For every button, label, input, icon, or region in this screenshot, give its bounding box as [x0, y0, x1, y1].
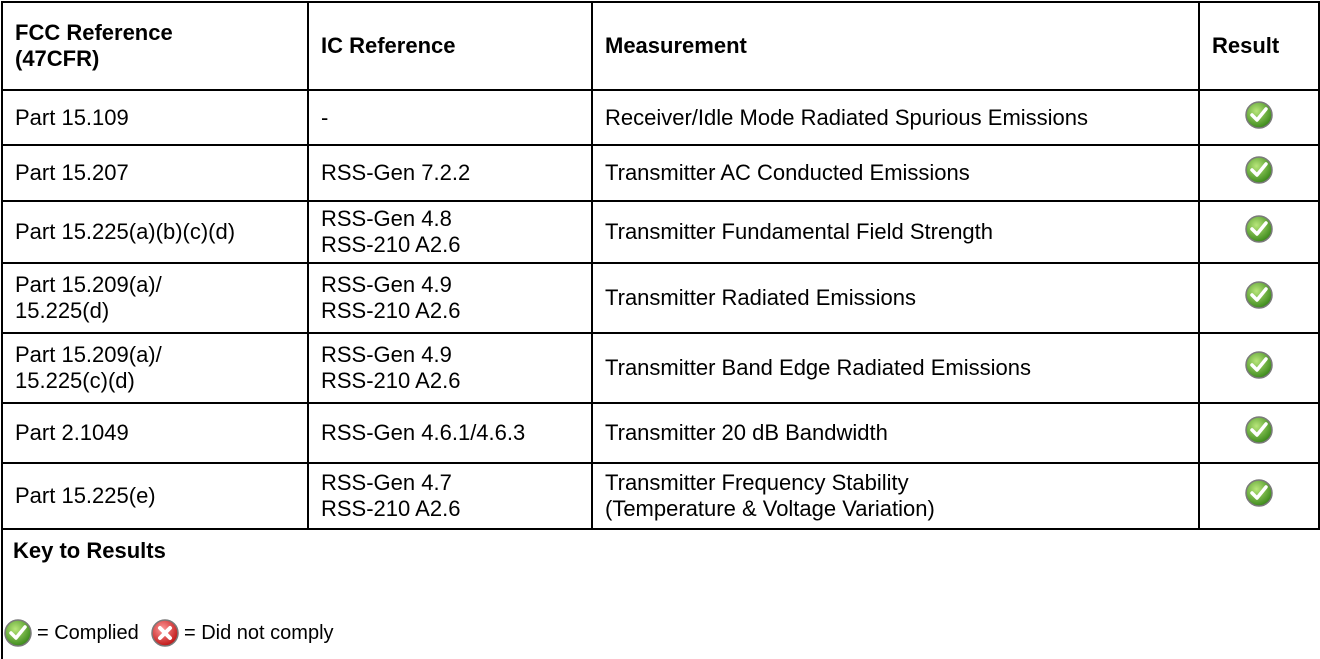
cell-line: Transmitter Radiated Emissions	[605, 285, 916, 310]
icon-complied	[1245, 100, 1273, 129]
table-cell: Part 15.209(a)/15.225(d)	[1, 262, 309, 334]
cell-line: 15.225(d)	[15, 298, 110, 323]
cell-line: RSS-210 A2.6	[321, 496, 461, 521]
cell-line: RSS-Gen 7.2.2	[321, 160, 471, 185]
cell-line: Part 15.207	[15, 160, 129, 185]
cell-line: RSS-Gen 4.9	[321, 272, 452, 297]
cell-line: IC Reference	[321, 33, 456, 58]
results-table: FCC Reference (47CFR) IC Reference Measurem…	[1, 1, 1320, 530]
result-cell	[1198, 144, 1320, 202]
cell-line: Part 15.225(e)	[15, 483, 156, 508]
cell-line: Part 15.209(a)/	[15, 342, 162, 367]
cell-line: FCC Reference	[15, 20, 173, 45]
table-cell: RSS-Gen 7.2.2	[307, 144, 593, 202]
table-cell: Part 15.225(e)	[1, 462, 309, 530]
table-cell: Part 15.109	[1, 89, 309, 146]
cell-line: 15.225(c)(d)	[15, 368, 135, 393]
cell-line: Part 15.225(a)(b)(c)(d)	[15, 219, 236, 244]
table-cell: Transmitter Radiated Emissions	[591, 262, 1200, 334]
table-row: Part 15.109 - Receiver/Idle Mode Radiated …	[1, 89, 1320, 146]
cell-line: Part 15.209(a)/	[15, 272, 162, 297]
result-cell	[1198, 332, 1320, 404]
cell-line: Part 2.1049	[15, 420, 129, 445]
key-complied: = Complied	[3, 618, 139, 648]
icon-complied	[1245, 351, 1273, 379]
cell-line: Transmitter Band Edge Radiated Emissions	[605, 355, 1031, 380]
table-cell: Transmitter AC Conducted Emissions	[591, 144, 1200, 202]
result-cell	[1198, 89, 1320, 146]
table-cell: Part 15.225(a)(b)(c)(d)	[1, 200, 309, 264]
icon-complied	[1245, 479, 1273, 507]
icon-not-complied	[151, 619, 179, 647]
cell-line: Transmitter Fundamental Field Strength	[605, 219, 994, 244]
key-complied-text: = Complied	[37, 621, 139, 644]
table-cell: RSS-Gen 4.8 RSS-210 A2.6	[307, 200, 593, 264]
table-cell: RSS-Gen 4.9 RSS-210 A2.6	[307, 332, 593, 404]
table-cell: Transmitter Frequency Stability (Temperat…	[591, 462, 1200, 530]
cell-line: Transmitter 20 dB Bandwidth	[605, 420, 888, 445]
table-cell: Transmitter Band Edge Radiated Emissions	[591, 332, 1200, 404]
header-cell: Measurement	[591, 1, 1200, 91]
table-row: Part 15.225(a)(b)(c)(d) RSS-Gen 4.8 RSS-21…	[1, 200, 1320, 264]
table-cell: Part 15.209(a)/15.225(c)(d)	[1, 332, 309, 404]
table-cell: Receiver/Idle Mode Radiated Spurious Emi…	[591, 89, 1200, 146]
header-cell: FCC Reference (47CFR)	[1, 1, 309, 91]
cell-line: Measurement	[605, 33, 747, 58]
key-not-complied-text: = Did not comply	[184, 621, 334, 644]
cell-line: RSS-210 A2.6	[321, 368, 461, 393]
icon-complied	[1245, 281, 1273, 309]
header-cell: IC Reference	[307, 1, 593, 91]
cell-line: (Temperature & Voltage Variation)	[605, 496, 935, 521]
key-not-complied: = Did not comply	[150, 618, 334, 648]
cell-line: Result	[1212, 33, 1280, 58]
table-row: Part 2.1049 RSS-Gen 4.6.1/4.6.3 Transmitte…	[1, 402, 1320, 464]
result-cell	[1198, 262, 1320, 334]
icon-complied	[1245, 156, 1273, 184]
table-cell: RSS-Gen 4.9 RSS-210 A2.6	[307, 262, 593, 334]
cell-line: RSS-Gen 4.7	[321, 470, 452, 495]
icon-complied	[4, 619, 32, 647]
icon-complied	[1245, 215, 1273, 243]
cell-line: RSS-Gen 4.9	[321, 342, 452, 367]
cell-line: Transmitter AC Conducted Emissions	[605, 160, 970, 185]
key-section: Key to Results = Complied = Did not comp…	[1, 524, 1318, 659]
key-title: Key to Results	[13, 538, 166, 563]
result-cell	[1198, 200, 1320, 264]
cell-line: RSS-210 A2.6	[321, 298, 461, 323]
cell-line: RSS-Gen 4.6.1/4.6.3	[321, 420, 526, 445]
cell-line: (47CFR)	[15, 46, 100, 71]
header-row: FCC Reference (47CFR) IC Reference Measurem…	[1, 1, 1320, 91]
cell-line: Receiver/Idle Mode Radiated Spurious Emi…	[605, 104, 1089, 130]
icon-complied	[1245, 416, 1273, 444]
result-cell	[1198, 402, 1320, 464]
table-row: Part 15.225(e) RSS-Gen 4.7 RSS-210 A2.6 Tra…	[1, 462, 1320, 530]
table-cell: Transmitter 20 dB Bandwidth	[591, 402, 1200, 464]
result-cell	[1198, 462, 1320, 530]
table-cell: RSS-Gen 4.6.1/4.6.3	[307, 402, 593, 464]
table-cell: Part 2.1049	[1, 402, 309, 464]
cell-line: Part 15.109	[15, 104, 129, 130]
header-cell: Result	[1198, 1, 1320, 91]
table-cell: RSS-Gen 4.7 RSS-210 A2.6	[307, 462, 593, 530]
cell-line: RSS-Gen 4.8	[321, 206, 452, 231]
table-row: Part 15.209(a)/15.225(d) RSS-Gen 4.9 RSS-2…	[1, 262, 1320, 334]
table-body: Part 15.109 - Receiver/Idle Mode Radiated …	[1, 89, 1320, 530]
table-cell: -	[307, 89, 593, 146]
cell-line: RSS-210 A2.6	[321, 232, 461, 257]
table-row: Part 15.209(a)/15.225(c)(d) RSS-Gen 4.9 RS…	[1, 332, 1320, 404]
cell-line: Transmitter Frequency Stability	[605, 470, 909, 495]
table-cell: Part 15.207	[1, 144, 309, 202]
cell-line: -	[321, 104, 329, 130]
table-row: Part 15.207 RSS-Gen 7.2.2 Transmitter AC C…	[1, 144, 1320, 202]
table-cell: Transmitter Fundamental Field Strength	[591, 200, 1200, 264]
